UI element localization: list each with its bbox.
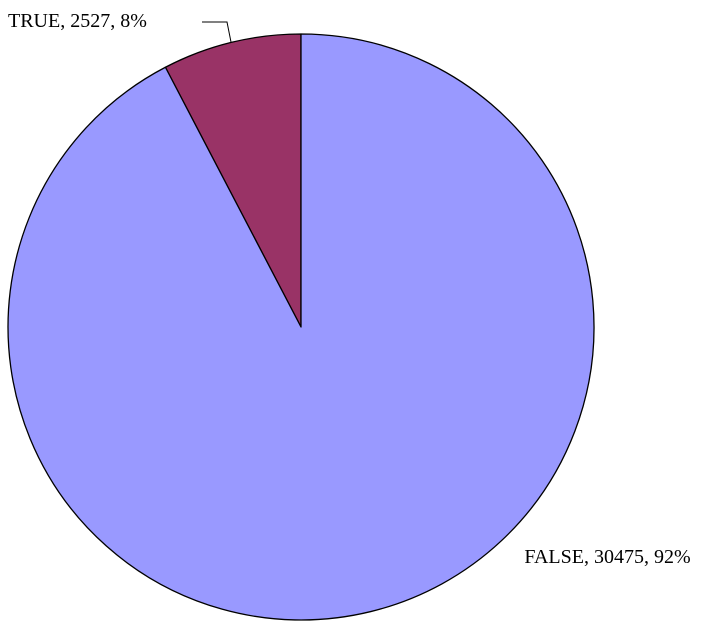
pie-slice [7, 33, 595, 621]
data-label: TRUE, 2527, 8% [8, 10, 147, 32]
data-label: FALSE, 30475, 92% [524, 546, 691, 568]
pie-slice [164, 33, 302, 328]
leader-line [202, 21, 232, 43]
